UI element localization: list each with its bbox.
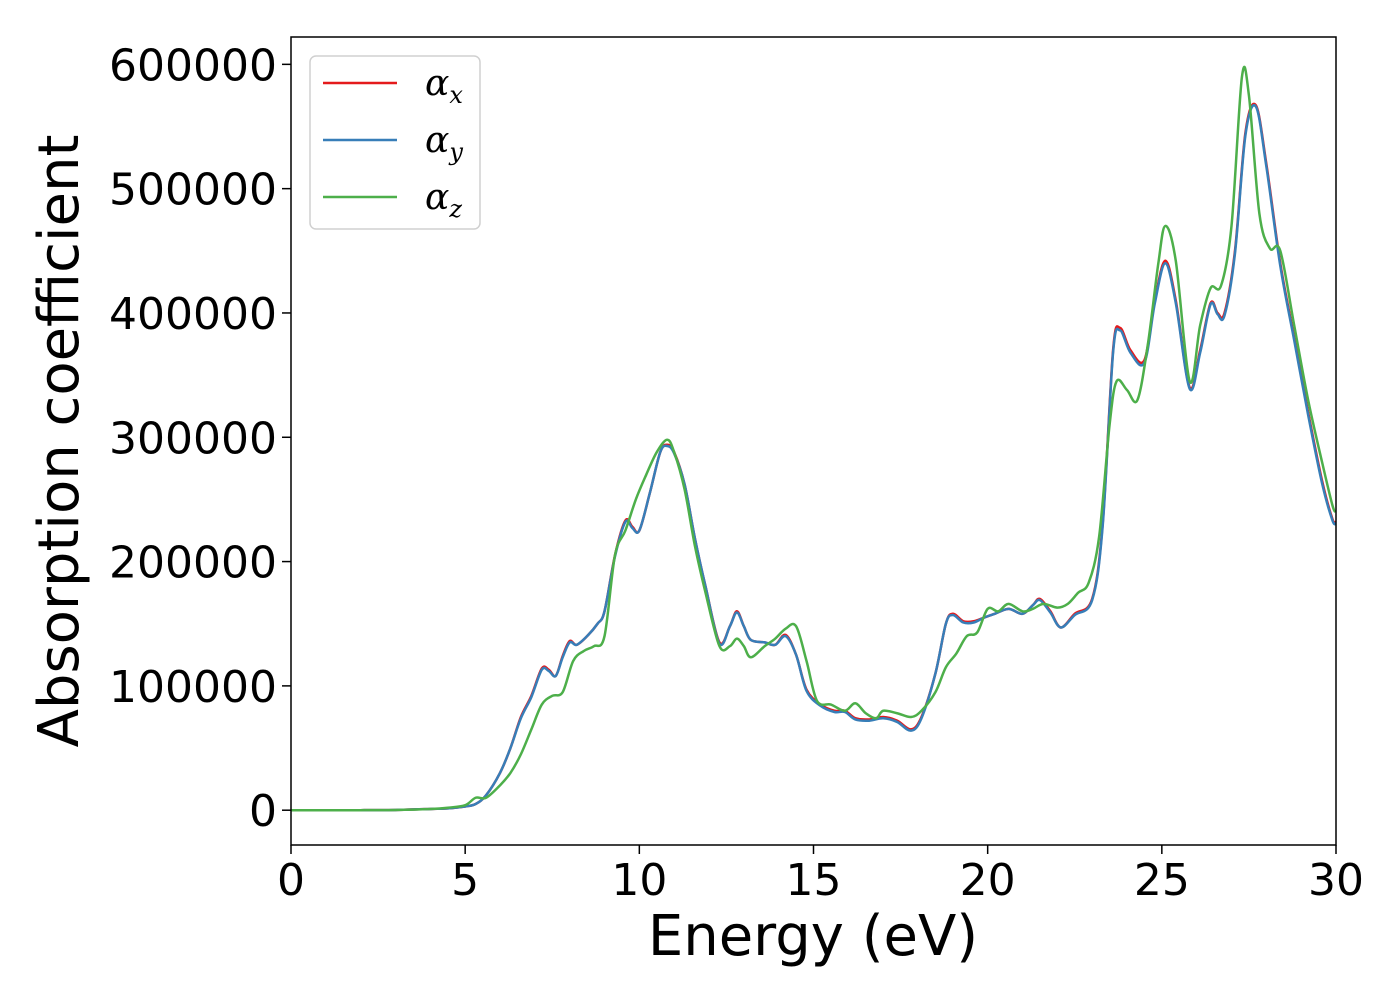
y-tick-label: 100000 <box>109 662 277 713</box>
y-tick-label: 0 <box>249 786 277 837</box>
legend-label-x: αx <box>425 63 463 109</box>
x-tick-label: 0 <box>277 855 305 906</box>
x-tick-label: 15 <box>786 855 842 906</box>
y-tick-label: 400000 <box>109 289 277 340</box>
legend-box <box>309 55 481 230</box>
legend-subscript: y <box>448 138 463 166</box>
legend-subscript: x <box>449 81 463 109</box>
y-axis-label: Absorption coefficient <box>27 135 92 748</box>
y-tick-label: 300000 <box>109 413 277 464</box>
series-line-z <box>291 65 1336 812</box>
x-axis: 0 5 10 15 20 25 30 <box>277 845 1364 906</box>
y-tick-label: 200000 <box>109 538 277 589</box>
series-layer <box>291 65 1336 812</box>
legend-symbol: α <box>425 63 449 104</box>
legend-label-z: αz <box>425 177 462 223</box>
legend-symbol: α <box>425 120 449 161</box>
series-line-y <box>291 104 1336 812</box>
legend-symbol: α <box>425 177 449 218</box>
x-axis-label: Energy (eV) <box>648 904 978 969</box>
x-tick-label: 20 <box>960 855 1016 906</box>
legend-subscript: z <box>448 195 462 223</box>
x-tick-label: 30 <box>1308 855 1364 906</box>
x-tick-label: 10 <box>611 855 667 906</box>
x-tick-label: 5 <box>451 855 479 906</box>
legend-label-y: αy <box>425 120 463 166</box>
y-tick-label: 500000 <box>109 165 277 216</box>
y-axis: 0 100000 200000 300000 400000 500000 600000 <box>109 40 291 837</box>
y-tick-label: 600000 <box>109 40 277 91</box>
x-tick-label: 25 <box>1134 855 1190 906</box>
